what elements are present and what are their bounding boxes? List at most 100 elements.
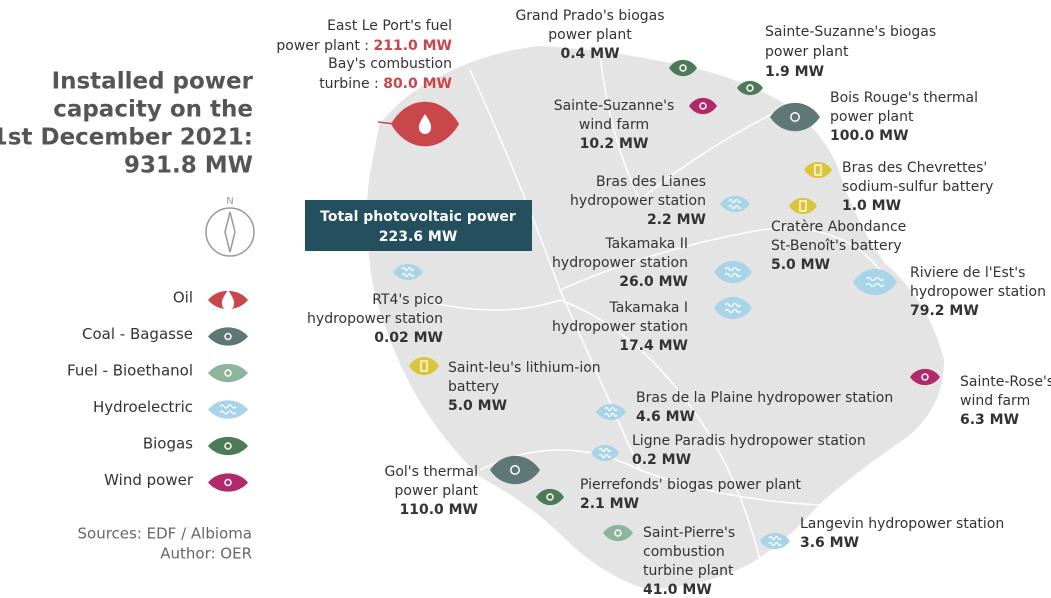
marker-shape [591,444,619,462]
marker-icon [790,112,800,122]
plant-name-text: Bras des Chevrettes' [842,160,987,176]
marker-icon [401,266,415,272]
plant-value: 80.0 MW [383,76,452,92]
marker-icon [865,276,885,282]
plant-name: Saint-Pierre's [643,525,735,541]
compass-label: N [226,196,233,207]
photovoltaic-value: 223.6 MW [379,229,458,245]
marker-icon [420,360,428,372]
plant-name-text: wind farm [960,393,1030,409]
plant-name-text: Pierrefonds' biogas power plant [580,477,802,493]
plant-name-text: wind farm [579,117,649,133]
plant-name: hydropower station [307,311,443,327]
plant-name: Takamaka II [604,236,688,252]
marker-icon [219,404,237,409]
photovoltaic-label: Total photovoltaic power [320,209,516,225]
marker [714,296,752,320]
plant-name-text: Bois Rouge's thermal [830,90,978,106]
plant-name: St-Benoît's battery [771,238,902,254]
marker-icon [679,64,687,72]
marker-shape [689,97,717,115]
legend-label: Hydroelectric [93,398,193,416]
legend-label: Oil [173,289,193,307]
photovoltaic-box [305,200,532,251]
plant-name-text: hydropower station [552,319,688,335]
plant-name-text: Gol's thermal [385,464,479,480]
plant-name-text: Bay's combustion [328,56,452,72]
marker-icon [814,164,822,176]
plant-name-text: power plant [548,27,632,43]
plant-name: sodium-sulfur battery [842,179,993,195]
marker-icon [604,412,618,418]
plant-name: RT4's pico [372,292,443,308]
marker-icon [221,290,235,310]
marker [853,268,897,296]
plant-value: 10.2 MW [580,136,649,152]
marker-shape [208,400,248,419]
plant-name-text: East Le Port's fuel [327,18,452,34]
plant-name-text: Ligne Paradis hydropower station [632,433,866,449]
marker-shape [804,161,832,179]
plant-name-text: battery [448,379,499,395]
plant-name-text: hydropower station [552,255,688,271]
plant-name: Saint-leu's lithium-ion [448,360,601,376]
plant-name-text: sodium-sulfur battery [842,179,993,195]
marker [596,403,626,421]
marker-icon [724,272,742,278]
plant-value: 0.02 MW [374,330,443,346]
plant-value: 0.4 MW [560,46,619,62]
plant-name-text: hydropower station [307,311,443,327]
marker [804,161,832,179]
plant-name: Bras de la Plaine hydropower station [636,390,893,406]
plant-name-text: hydropower station [570,193,706,209]
marker-shape [669,59,697,77]
plant-value: 0.2 MW [632,452,691,468]
marker [208,473,248,492]
marker-icon [724,308,742,314]
plant-name: hydropower station [552,319,688,335]
marker [910,368,940,386]
plant-name: power plant : 211.0 MW [276,38,452,54]
marker-icon [746,84,754,92]
plant-name: Sainte-Suzanne's biogas [765,24,936,40]
marker-icon [510,465,520,475]
plant-value: 110.0 MW [399,502,478,518]
plant-name: Bay's combustion [328,56,452,72]
plant-value: 1.0 MW [842,198,901,214]
marker [770,102,820,132]
plant-value: 4.6 MW [636,409,695,425]
plant-name: power plant [830,109,914,125]
plant-name-text: power plant [395,483,479,499]
plant-value: 1.9 MW [765,64,824,80]
plant-value: 41.0 MW [643,582,712,598]
marker-shape [714,296,752,320]
marker-icon [604,406,618,412]
oil-pointer [377,121,396,125]
marker [669,59,697,77]
plant-value: 2.1 MW [580,496,639,512]
marker-icon [224,332,232,341]
marker [208,436,248,456]
marker-icon [728,204,742,210]
plant-name-text: RT4's pico [372,292,443,308]
plant-value: 17.4 MW [619,338,688,354]
marker-icon [728,198,742,204]
plant-value: 100.0 MW [830,128,909,144]
plant-name: Bras des Chevrettes' [842,160,987,176]
title-line: capacity on the [53,97,253,123]
marker-icon [598,447,612,453]
plant-name: Cratère Abondance [771,219,906,235]
marker-shape [910,368,940,386]
marker [737,80,763,96]
marker-shape [789,197,817,215]
marker [391,101,459,147]
plant-name-text: Riviere de l'Est's [910,265,1025,281]
legend-label: Wind power [104,471,194,489]
marker [208,400,248,419]
title-line: Installed power [52,69,254,95]
marker-shape [536,488,564,506]
marker-icon [224,369,232,377]
plant-value: 5.0 MW [448,398,507,414]
marker-shape [760,532,790,550]
